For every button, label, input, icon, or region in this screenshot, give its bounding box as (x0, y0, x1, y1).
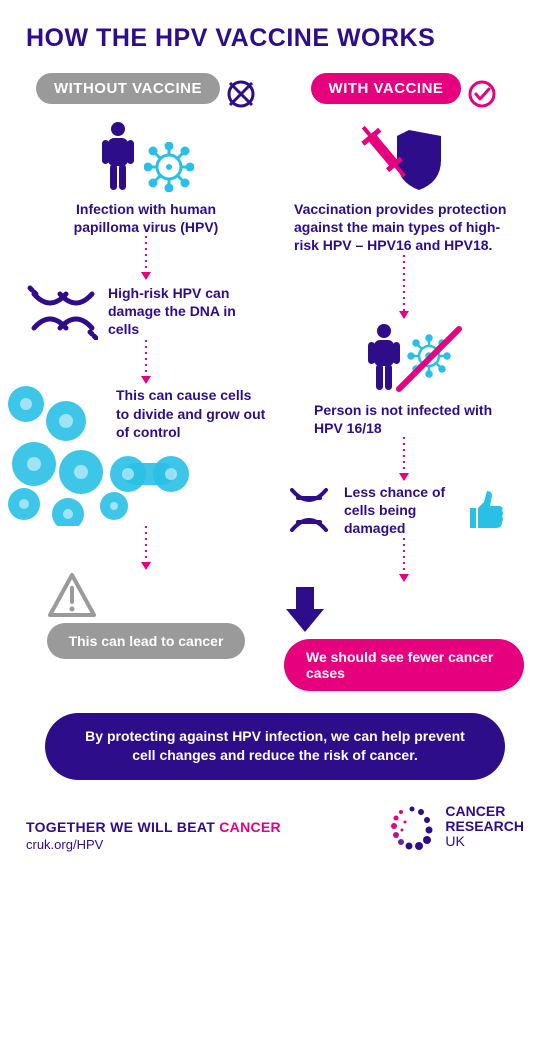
syringe-shield-icon (359, 120, 449, 192)
right-step-3: Less chance of cells being damaged (284, 483, 524, 538)
check-circle-icon (467, 79, 497, 109)
logo-text: CANCER RESEARCH UK (445, 804, 524, 850)
left-result: This can lead to cancer (47, 572, 246, 659)
left-step-1: Infection with human papilloma virus (HP… (26, 114, 266, 236)
cruk-logo: CANCER RESEARCH UK (387, 802, 524, 852)
person-protected-icon (344, 321, 464, 401)
footer: TOGETHER WE WILL BEAT CANCER cruk.org/HP… (26, 802, 524, 852)
page-title: HOW THE HPV VACCINE WORKS (26, 24, 524, 53)
arrow-down (140, 526, 152, 572)
column-with-vaccine: WITH VACCINE (284, 73, 524, 691)
tagline-a: TOGETHER WE WILL BEAT (26, 819, 219, 835)
arrow-down-solid-icon (284, 584, 326, 634)
right-result: We should see fewer cancer cases (284, 584, 524, 691)
arrow-down (398, 437, 410, 483)
logo-line1: CANCER (445, 804, 524, 819)
person-icon (98, 120, 138, 192)
dna-damage-icon (26, 282, 98, 340)
pill-label: WITH VACCINE (329, 80, 444, 97)
arrow-down (398, 255, 410, 321)
tagline: TOGETHER WE WILL BEAT CANCER (26, 819, 281, 835)
cross-circle-icon (226, 79, 256, 109)
right-step-1: Vaccination provides protection against … (284, 114, 524, 255)
arrow-down (140, 340, 152, 386)
right-step-2: Person is not infected with HPV 16/18 (284, 321, 524, 437)
pill-without-vaccine: WITHOUT VACCINE (36, 73, 220, 104)
left-result-text: This can lead to cancer (47, 623, 246, 659)
pill-with-vaccine: WITH VACCINE (311, 73, 462, 104)
left-step-1-text: Infection with human papilloma virus (HP… (56, 200, 236, 236)
columns: WITHOUT VACCINE (26, 73, 524, 691)
tagline-b: CANCER (219, 819, 281, 835)
left-step-3-text: This can cause cells to divide and grow … (116, 386, 266, 441)
logo-mark-icon (387, 802, 437, 852)
column-without-vaccine: WITHOUT VACCINE (26, 73, 266, 691)
left-step-2-text: High-risk HPV can damage the DNA in cell… (108, 284, 238, 339)
thumbs-up-icon (464, 488, 508, 532)
arrow-down (140, 236, 152, 282)
left-step-3: This can cause cells to divide and grow … (26, 386, 266, 526)
dna-icon (284, 484, 334, 536)
infographic-page: HOW THE HPV VACCINE WORKS WITHOUT VACCIN… (0, 0, 550, 868)
warning-icon (47, 572, 97, 618)
left-step-2: High-risk HPV can damage the DNA in cell… (26, 282, 266, 340)
logo-line2: RESEARCH (445, 819, 524, 834)
logo-line3: UK (445, 834, 524, 849)
pill-label: WITHOUT VACCINE (54, 80, 202, 97)
arrow-down (398, 538, 410, 584)
virus-icon (144, 142, 194, 192)
right-step-1-text: Vaccination provides protection against … (294, 200, 514, 255)
right-step-3-text: Less chance of cells being damaged (344, 483, 454, 538)
right-step-2-text: Person is not infected with HPV 16/18 (314, 401, 494, 437)
summary-pill: By protecting against HPV infection, we … (45, 713, 505, 780)
right-result-text: We should see fewer cancer cases (284, 639, 524, 691)
footer-url: cruk.org/HPV (26, 837, 281, 852)
